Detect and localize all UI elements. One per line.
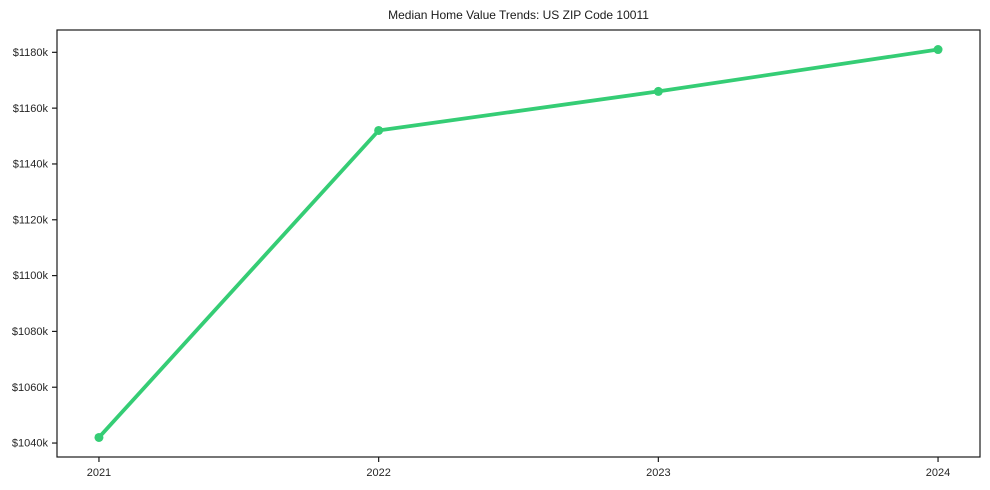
plot-border <box>56 29 981 458</box>
x-axis-tick-label: 2021 <box>87 467 111 479</box>
y-axis-tick-label: $1160k <box>13 103 49 115</box>
data-point-marker <box>94 432 104 442</box>
data-point-marker <box>653 86 663 96</box>
y-axis-tick-label: $1100k <box>13 270 49 282</box>
data-point-marker <box>933 45 943 55</box>
chart-title: Median Home Value Trends: US ZIP Code 10… <box>388 8 649 22</box>
x-axis-tick-label: 2023 <box>646 467 670 479</box>
y-axis-tick-label: $1040k <box>12 438 49 450</box>
y-axis-tick-label: $1060k <box>12 382 49 394</box>
y-axis-tick-label: $1140k <box>13 159 49 171</box>
y-axis-tick-label: $1180k <box>13 47 49 59</box>
x-axis-tick-label: 2022 <box>366 467 390 479</box>
x-axis-tick-label: 2024 <box>926 467 950 479</box>
trend-line <box>97 47 940 440</box>
data-point-marker <box>374 125 384 135</box>
y-axis-tick-label: $1080k <box>12 326 49 338</box>
y-axis-tick-label: $1120k <box>13 214 49 226</box>
